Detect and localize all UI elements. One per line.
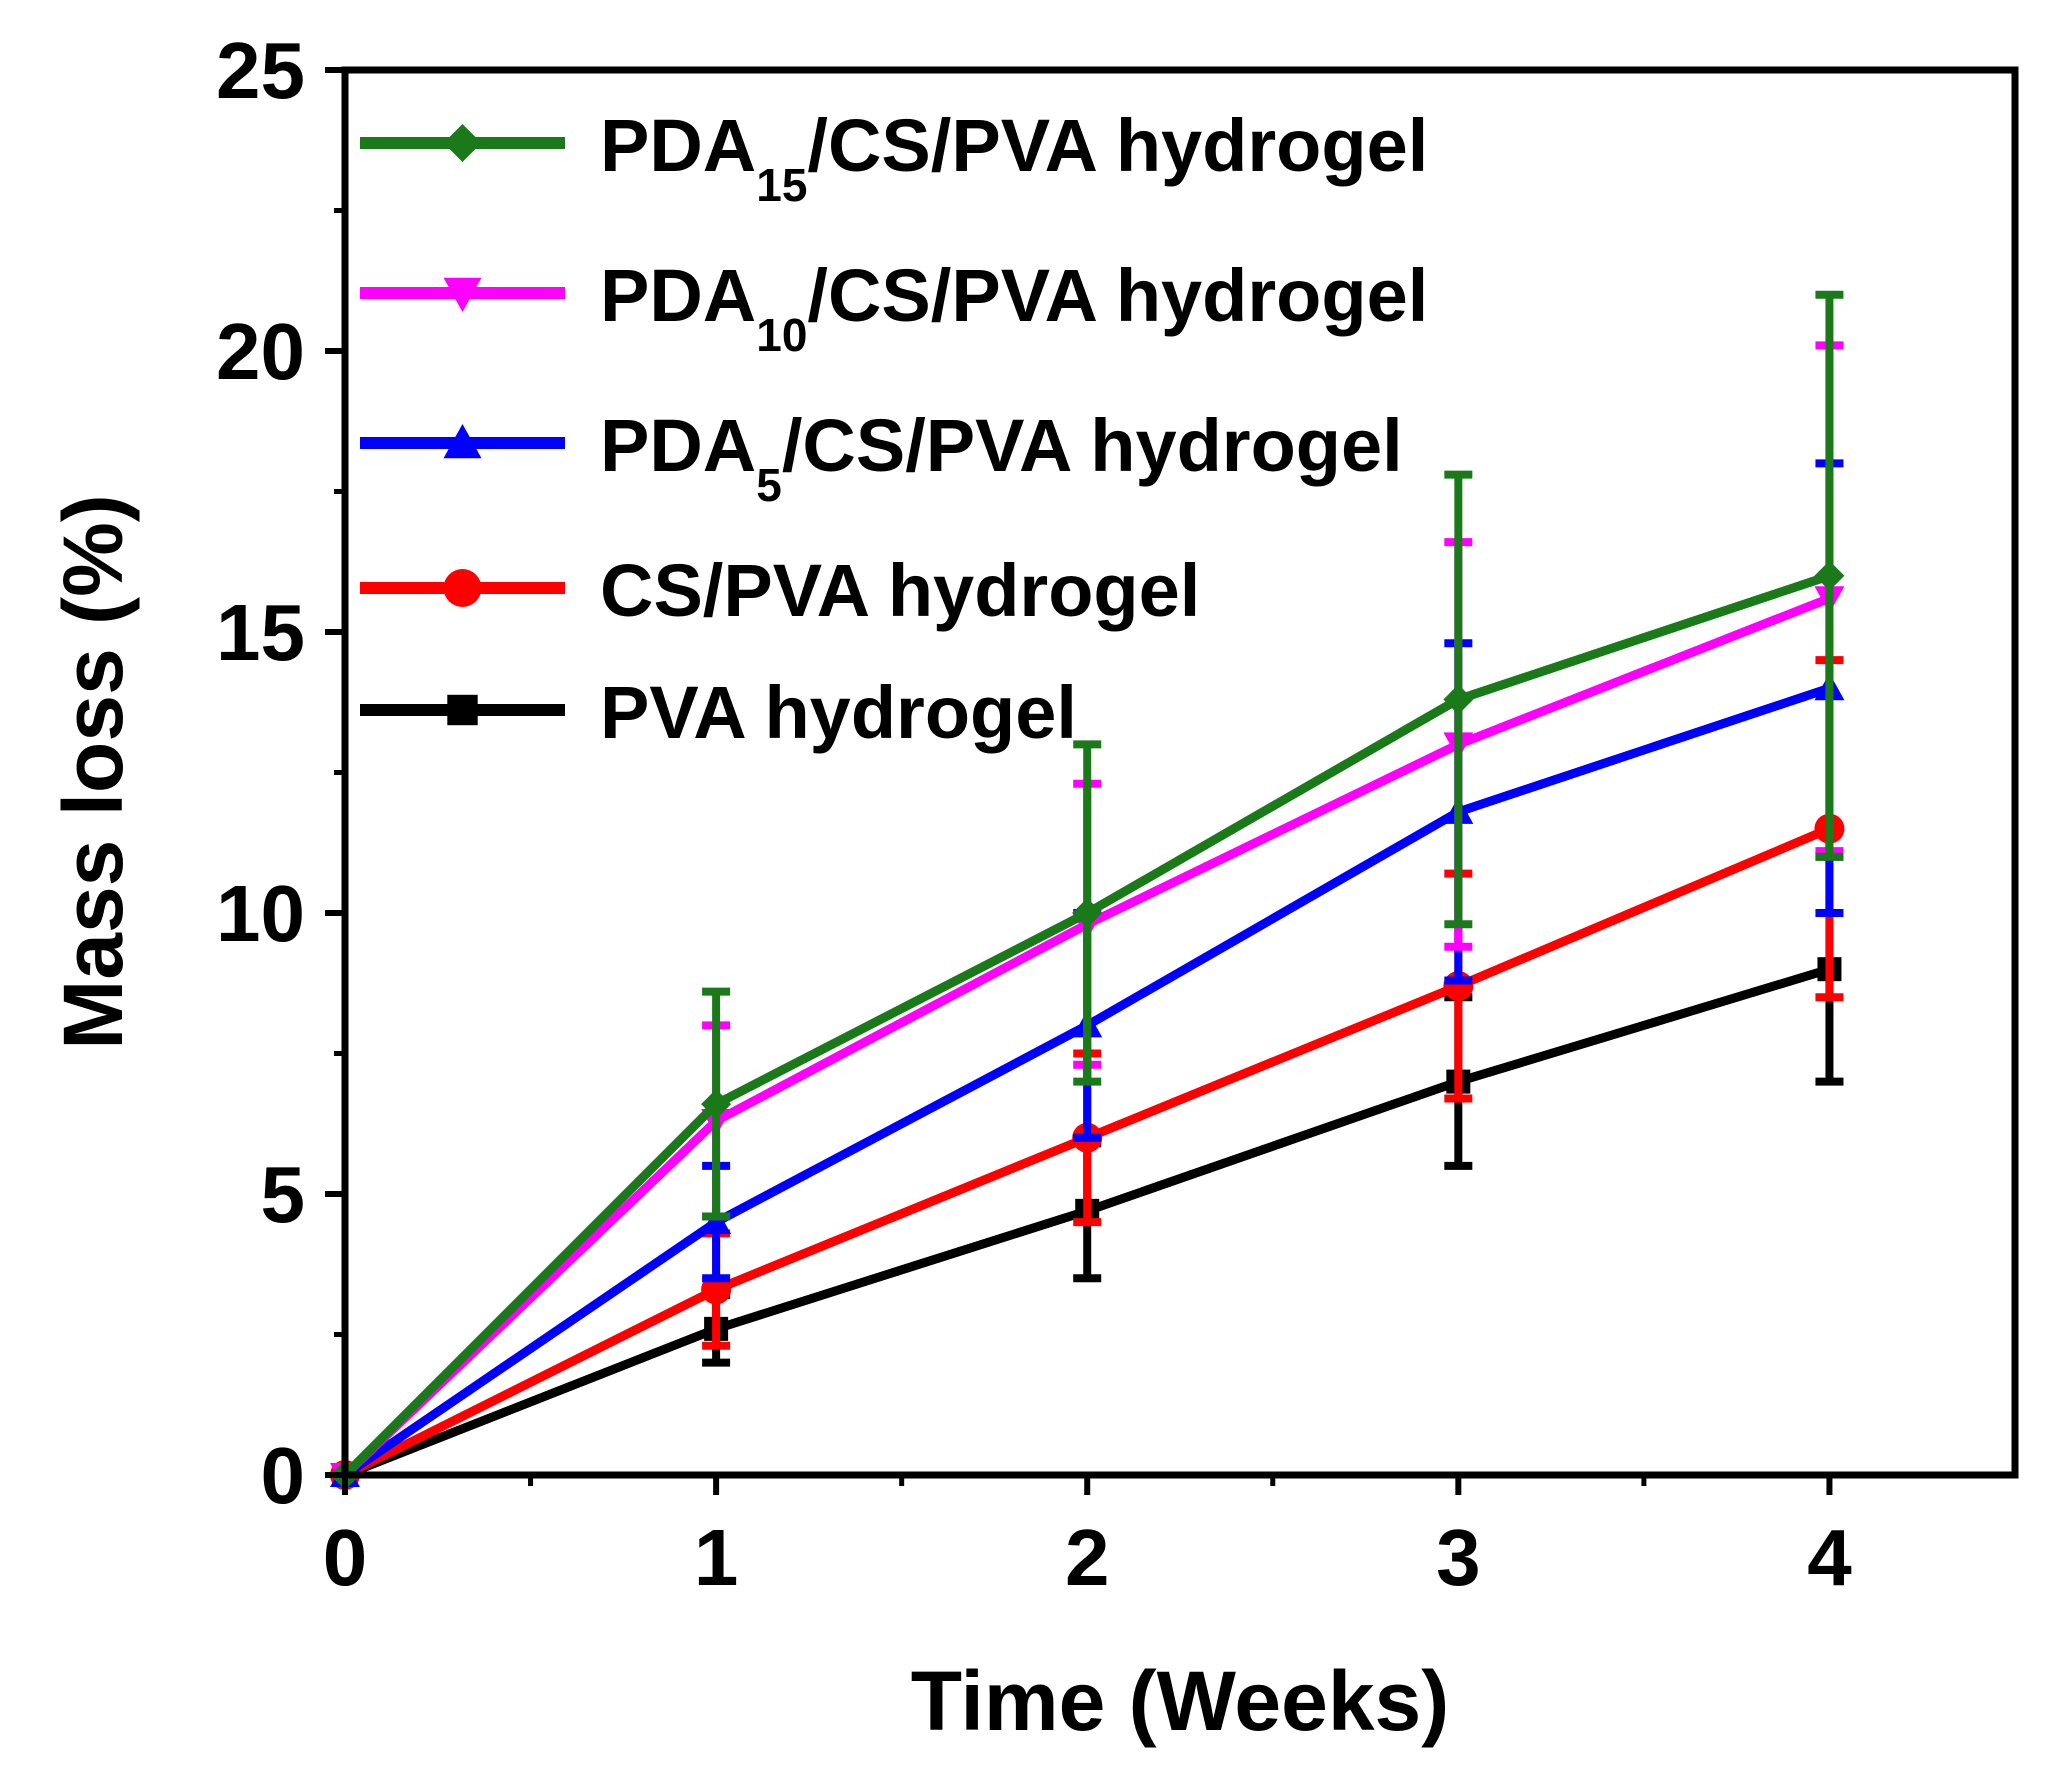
legend-label-sub-0: 15 (756, 159, 807, 211)
legend-item-1: PDA10/CS/PVA hydrogel (360, 254, 1428, 361)
legend-label-rest-1: /CS/PVA hydrogel (807, 254, 1428, 337)
series-0 (330, 290, 1845, 1490)
y-tick-label-4: 20 (216, 307, 305, 396)
y-tick-label-3: 15 (216, 588, 305, 677)
legend-label-main-1: PDA (600, 254, 756, 337)
legend-label-main-3: CS/PVA hydrogel (600, 549, 1200, 632)
y-tick-label-5: 25 (216, 26, 305, 115)
data-point-2-1 (701, 1207, 732, 1235)
legend-label-main-4: PVA hydrogel (600, 671, 1077, 754)
legend-label-3: CS/PVA hydrogel (600, 549, 1200, 632)
legend-label-sub-1: 10 (756, 309, 807, 361)
legend-label-main-2: PDA (600, 404, 756, 487)
x-tick-label-0: 0 (323, 1513, 368, 1602)
legend-item-4: PVA hydrogel (360, 671, 1077, 754)
y-tick-label-0: 0 (261, 1431, 306, 1520)
y-tick-label-2: 10 (216, 869, 305, 958)
legend-marker-0 (443, 124, 482, 162)
legend-item-3: CS/PVA hydrogel (360, 549, 1200, 632)
legend-label-2: PDA5/CS/PVA hydrogel (600, 404, 1403, 511)
data-point-0-2 (1072, 898, 1103, 928)
legend-item-0: PDA15/CS/PVA hydrogel (360, 104, 1428, 211)
legend-marker-4 (447, 694, 478, 726)
legend-label-0: PDA15/CS/PVA hydrogel (600, 104, 1428, 211)
data-point-0-4 (1814, 560, 1845, 591)
legend-label-4: PVA hydrogel (600, 671, 1077, 754)
x-tick-label-1: 1 (694, 1513, 739, 1602)
legend-label-1: PDA10/CS/PVA hydrogel (600, 254, 1428, 361)
y-axis-title: Mass loss (%) (46, 494, 140, 1050)
legend-item-2: PDA5/CS/PVA hydrogel (360, 404, 1403, 511)
legend-label-rest-2: /CS/PVA hydrogel (782, 404, 1403, 487)
legend-label-sub-2: 5 (756, 459, 782, 511)
legend-marker-2 (443, 424, 482, 459)
legend-marker-3 (443, 569, 482, 607)
x-tick-label-4: 4 (1807, 1513, 1852, 1602)
series-layer (330, 290, 1845, 1490)
data-point-0-1 (701, 1089, 732, 1120)
x-tick-label-3: 3 (1436, 1513, 1481, 1602)
ticks-layer: 0 1 2 3 4 0 5 10 15 20 25 (216, 26, 1852, 1602)
x-axis-title: Time (Weeks) (911, 1654, 1449, 1748)
y-tick-label-1: 5 (261, 1150, 306, 1239)
legend-label-main-0: PDA (600, 104, 756, 187)
data-point-0-3 (1443, 684, 1474, 715)
legend-marker-1 (443, 277, 482, 312)
legend-label-rest-0: /CS/PVA hydrogel (807, 104, 1428, 187)
x-tick-label-2: 2 (1065, 1513, 1110, 1602)
